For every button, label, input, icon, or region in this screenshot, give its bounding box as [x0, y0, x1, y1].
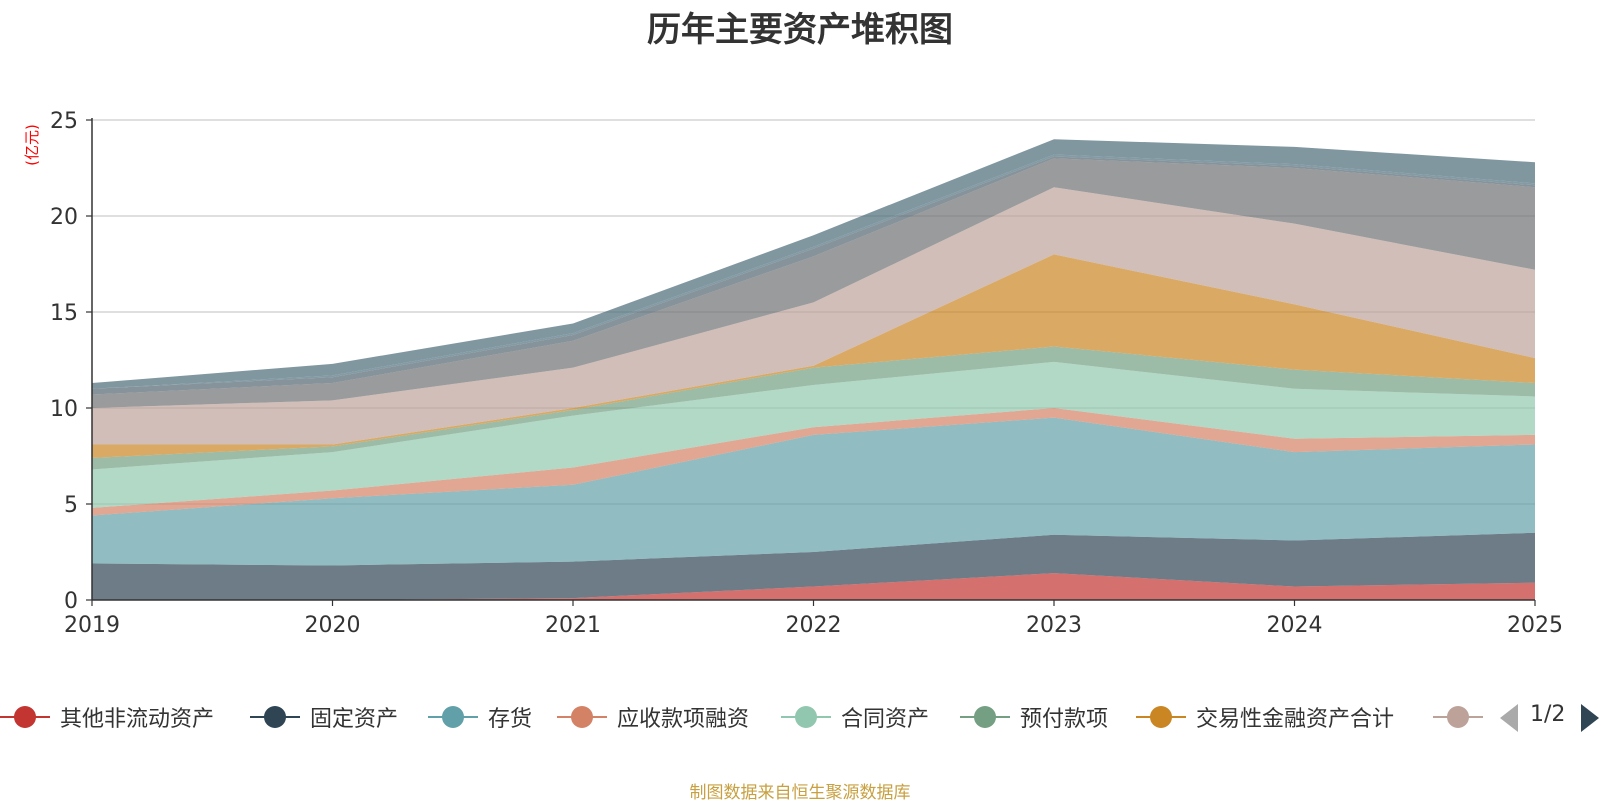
- area-series-5[interactable]: [92, 361, 1535, 508]
- legend-item[interactable]: 合同资产: [781, 700, 929, 734]
- legend-item[interactable]: 应收款项融资: [557, 700, 749, 734]
- area-series-4[interactable]: [92, 408, 1535, 516]
- legend-item[interactable]: 存货: [428, 700, 532, 734]
- legend-marker-icon: [781, 700, 831, 734]
- legend-item[interactable]: [1433, 700, 1483, 734]
- x-tick-label: 2022: [786, 613, 842, 638]
- legend-next-page-icon[interactable]: [1581, 704, 1599, 732]
- legend-label: 合同资产: [841, 707, 930, 732]
- x-tick-label: 2021: [545, 613, 601, 638]
- legend-marker-icon: [1433, 700, 1483, 734]
- legend: 其他非流动资产 固定资产 存货 应收款项融资 合同资产 预付款项 交易性金融资产合计: [0, 700, 1600, 734]
- area-series: [92, 139, 1535, 600]
- legend-marker-icon: [428, 700, 478, 734]
- legend-marker-icon: [250, 700, 300, 734]
- area-series-12[interactable]: [92, 139, 1535, 389]
- y-tick-label: 10: [50, 397, 78, 422]
- area-series-6[interactable]: [92, 346, 1535, 470]
- legend-marker-icon: [0, 700, 50, 734]
- legend-label: 存货: [488, 707, 533, 732]
- legend-page-indicator: 1/2: [1530, 702, 1566, 727]
- legend-marker-icon: [1136, 700, 1186, 734]
- legend-label: 其他非流动资产: [60, 707, 215, 732]
- area-series-9[interactable]: [92, 158, 1535, 408]
- legend-marker-icon: [557, 700, 607, 734]
- x-tick-label: 2023: [1026, 613, 1082, 638]
- x-tick-label: 2024: [1267, 613, 1323, 638]
- area-series-7[interactable]: [92, 254, 1535, 458]
- legend-pager: 1/2: [1500, 700, 1600, 734]
- legend-item[interactable]: 其他非流动资产: [0, 700, 214, 734]
- legend-item[interactable]: 固定资产: [250, 700, 398, 734]
- y-axis-label: (亿元): [23, 124, 41, 166]
- x-tick-label: 2025: [1507, 613, 1563, 638]
- legend-item[interactable]: 预付款项: [960, 700, 1108, 734]
- data-source-note: 制图数据来自恒生聚源数据库: [689, 783, 911, 803]
- y-tick-label: 15: [50, 301, 78, 326]
- y-tick-label: 0: [64, 589, 78, 614]
- y-tick-label: 25: [50, 109, 78, 134]
- chart-title: 历年主要资产堆积图: [647, 10, 953, 50]
- legend-marker-icon: [960, 700, 1010, 734]
- y-tick-label: 5: [64, 493, 78, 518]
- y-tick-label: 20: [50, 205, 78, 230]
- legend-label: 预付款项: [1020, 707, 1109, 732]
- legend-label: 交易性金融资产合计: [1196, 707, 1395, 732]
- area-series-2[interactable]: [92, 532, 1535, 600]
- x-tick-label: 2019: [64, 613, 120, 638]
- legend-label: 固定资产: [310, 707, 399, 732]
- legend-prev-page-icon[interactable]: [1500, 704, 1518, 732]
- area-series-3[interactable]: [92, 417, 1535, 566]
- legend-label: 应收款项融资: [617, 707, 750, 732]
- legend-item[interactable]: 交易性金融资产合计: [1136, 700, 1394, 734]
- x-tick-label: 2020: [305, 613, 361, 638]
- area-series-8[interactable]: [92, 187, 1535, 445]
